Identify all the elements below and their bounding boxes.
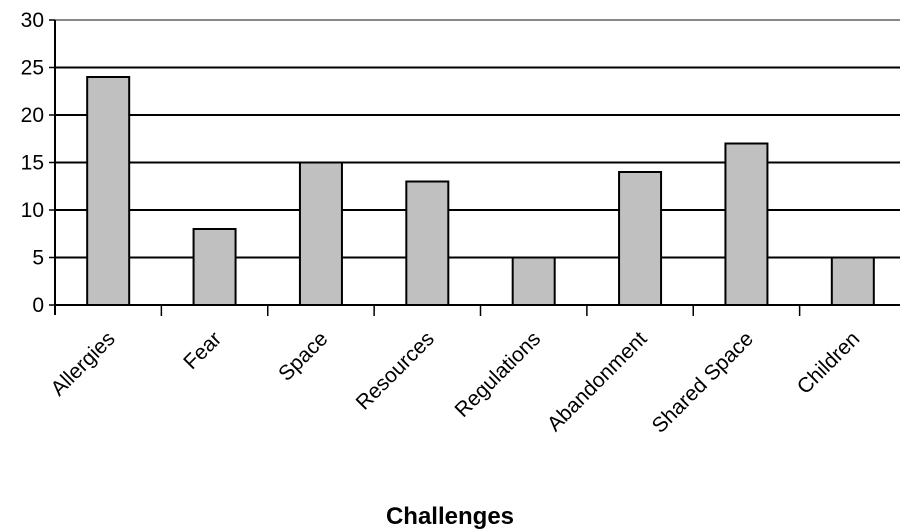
gridlines [55,19,900,259]
x-category-label: Space [274,327,332,385]
x-category-label: Shared Space [648,327,758,437]
y-tick-label: 15 [21,152,44,175]
bar-allergies [86,76,131,306]
bar-fear [192,228,237,306]
axes [49,19,900,316]
bar-space [298,161,343,306]
x-category-label: Fear [179,327,226,374]
bar-abandonment [618,171,663,306]
y-tick-label: 5 [32,247,44,270]
x-axis-title: Challenges [386,503,514,530]
x-category-label: Allergies [47,327,120,400]
bar-regulations [511,256,556,306]
x-category-label: Children [793,327,865,399]
bar-children [830,256,875,306]
y-tick-label: 25 [21,57,44,80]
y-tick-label: 10 [21,199,44,222]
x-category-label: Abandonment [543,327,652,436]
bar-resources [405,180,450,306]
y-tick-label: 30 [21,9,44,32]
y-tick-label: 20 [21,104,44,127]
x-category-label: Resources [352,327,439,414]
bar-shared-space [724,142,769,306]
y-tick-label: 0 [32,294,44,317]
bars [86,76,875,306]
x-category-label: Regulations [451,327,546,422]
